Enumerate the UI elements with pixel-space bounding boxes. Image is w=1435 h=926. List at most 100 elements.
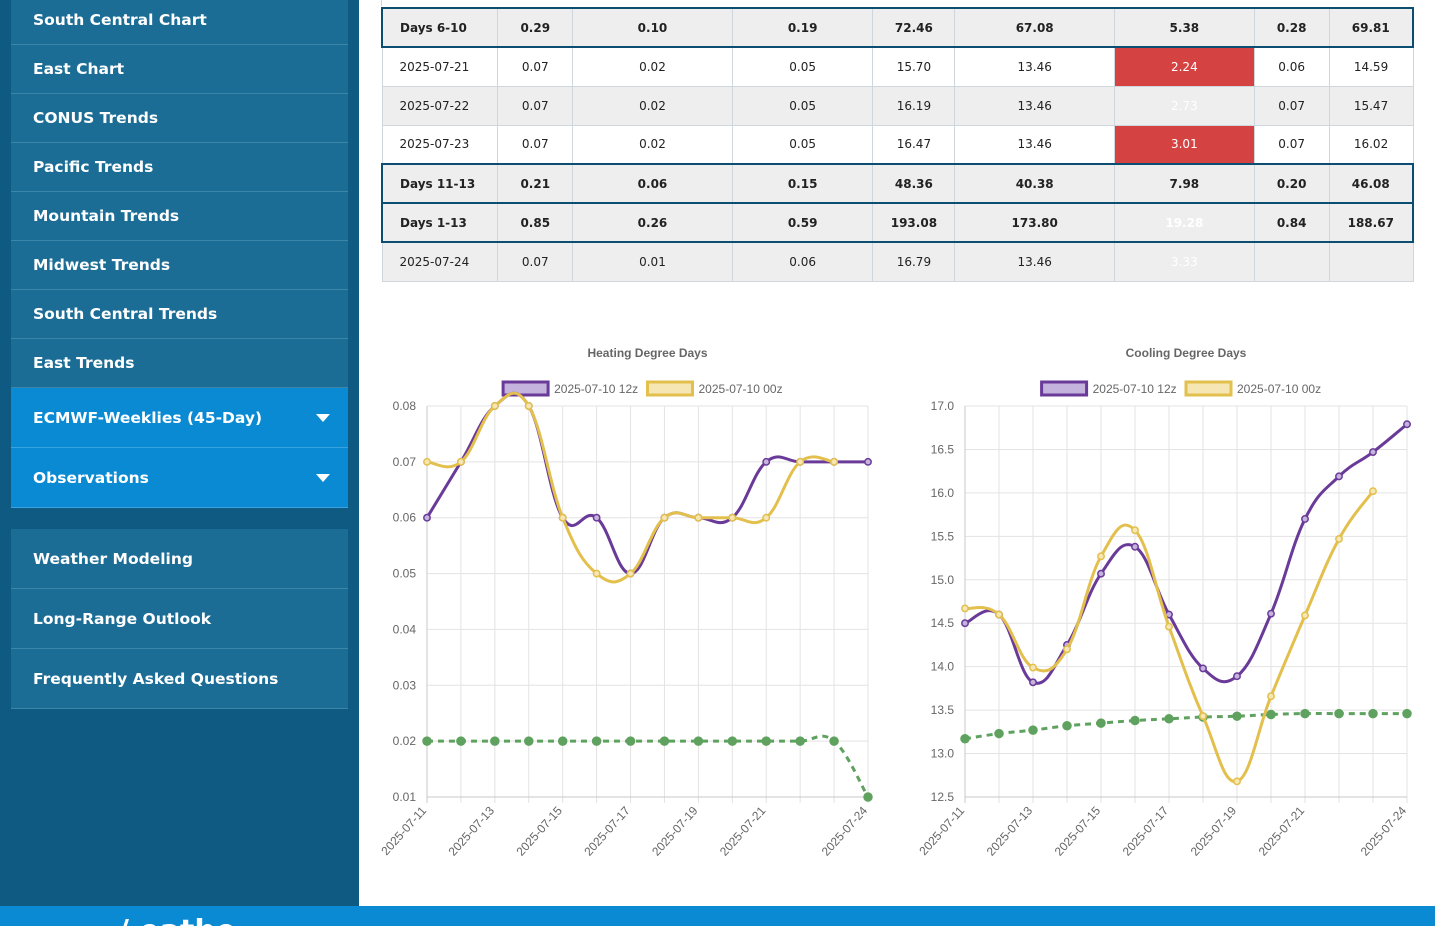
nav-item-pacific-trends[interactable]: Pacific Trends (11, 143, 348, 192)
table-cell: 0.07 (497, 85, 574, 126)
data-point (1233, 672, 1241, 681)
table-cell: 48.36 (872, 163, 956, 204)
table-row: Days 1-13 0.85 0.26 0.59 193.08 173.80 19.28 0.… (381, 202, 1414, 243)
table-cell: 13.46 (954, 124, 1115, 165)
nav-item-mountain-trends[interactable]: Mountain Trends (11, 192, 348, 241)
legend-label: 2025-07-10 12z (1093, 382, 1177, 396)
chart-title: Cooling Degree Days (1126, 346, 1247, 360)
nav-item-conus-trends[interactable]: CONUS Trends (11, 94, 348, 143)
legend-swatch (646, 380, 694, 397)
y-tick-label: 13.0 (931, 747, 955, 761)
nav-item-midwest-trends[interactable]: Midwest Trends (11, 241, 348, 290)
data-point (761, 736, 771, 746)
data-point (694, 513, 703, 522)
table-cell (1328, 241, 1414, 282)
data-point (762, 513, 771, 522)
series-line (964, 423, 1408, 685)
table-cell: 0.26 (572, 202, 733, 243)
data-point (1199, 664, 1207, 673)
data-point (1334, 708, 1344, 719)
data-point (1097, 552, 1105, 561)
data-point (456, 736, 466, 746)
table-cell: 16.79 (872, 241, 956, 282)
data-point (660, 513, 669, 522)
table-row: 2025-07-22 0.07 0.02 0.05 16.19 13.46 2.73 0.07… (381, 85, 1414, 126)
data-point (1301, 611, 1309, 620)
data-point (592, 569, 601, 578)
nav-item-observations[interactable]: Observations (11, 448, 348, 508)
table-cell: 0.07 (1253, 124, 1330, 165)
y-tick-label: 0.06 (393, 511, 417, 525)
row-label-cell: Days 1-13 (381, 202, 499, 243)
table-cell: 13.46 (954, 85, 1115, 126)
nav-group-regions: South Central Chart East Chart CONUS Tre… (11, 0, 348, 508)
table-cell: 0.29 (497, 7, 574, 48)
nav-item-east-chart[interactable]: East Chart (11, 45, 348, 94)
table-cell: 0.05 (731, 46, 874, 87)
row-label-cell: 2025-07-21 (381, 46, 499, 87)
table-cell: 2.73 (1114, 85, 1255, 126)
table-cell: 0.06 (572, 163, 733, 204)
x-tick-label: 2025-07-19 (1188, 803, 1240, 858)
data-point (490, 402, 499, 410)
data-point (796, 457, 805, 466)
nav-item-weather-modeling[interactable]: Weather Modeling (11, 529, 348, 589)
heating-degree-days-chart: Heating Degree Days 2025-07-10 12z 2025-07… (381, 346, 873, 859)
table-cell: 0.01 (572, 241, 733, 282)
chevron-down-icon (316, 474, 330, 482)
x-tick-label: 2025-07-19 (649, 803, 701, 858)
table-cell: 0.85 (497, 202, 574, 243)
data-point (795, 736, 805, 746)
table-cell: 19.28 (1114, 202, 1255, 243)
data-point (524, 402, 533, 410)
row-label-cell: 2025-07-23 (381, 124, 499, 165)
data-point (558, 513, 567, 522)
data-point (1029, 678, 1037, 687)
table-cell: 15.47 (1328, 85, 1414, 126)
footer-banner: / eathe (0, 906, 1435, 926)
row-label-cell: 2025-07-24 (381, 241, 499, 282)
table-cell: 67.08 (954, 7, 1115, 48)
table-cell: 46.08 (1328, 163, 1414, 204)
x-tick-label: 2025-07-13 (984, 803, 1036, 858)
row-label-cell: 2025-07-22 (381, 85, 499, 126)
y-tick-label: 14.0 (931, 660, 955, 674)
legend-swatch (1040, 380, 1089, 397)
y-tick-label: 0.03 (393, 678, 417, 692)
data-point (693, 736, 704, 746)
data-point (960, 734, 970, 744)
nav-item-south-central-chart[interactable]: South Central Chart (11, 0, 348, 45)
table-cell: 3.01 (1114, 124, 1255, 165)
legend-label: 2025-07-10 00z (1237, 382, 1321, 396)
table-cell: 0.21 (497, 163, 574, 204)
nav-item-long-range-outlook[interactable]: Long-Range Outlook (11, 589, 348, 649)
table-cell: 72.46 (872, 7, 956, 48)
table-cell: 193.08 (872, 202, 956, 243)
data-point (1402, 708, 1412, 719)
data-point (1335, 534, 1343, 543)
x-tick-label: 2025-07-21 (1256, 803, 1308, 858)
data-point (1097, 569, 1105, 578)
nav-item-faq[interactable]: Frequently Asked Questions (11, 649, 348, 709)
table-row: Days 6-10 0.29 0.10 0.19 72.46 67.08 5.38 0.28 6… (381, 7, 1414, 48)
table-cell: 14.59 (1328, 46, 1414, 87)
data-point (1368, 708, 1378, 719)
y-tick-label: 0.04 (393, 622, 417, 636)
table-cell: 0.05 (731, 124, 874, 165)
data-point (1232, 711, 1242, 721)
x-tick-label: 2025-07-24 (819, 803, 871, 858)
x-tick-label: 2025-07-24 (1358, 803, 1410, 858)
data-point (422, 736, 432, 746)
nav-item-south-central-trends[interactable]: South Central Trends (11, 290, 348, 339)
nav-item-east-trends[interactable]: East Trends (11, 339, 348, 388)
data-point (863, 792, 873, 802)
data-point (625, 736, 636, 746)
table-cell: 0.05 (731, 85, 874, 126)
table-top-edge (381, 0, 1414, 6)
nav-item-ecmwf-weeklies[interactable]: ECMWF-Weeklies (45-Day) (11, 388, 348, 448)
y-tick-label: 0.05 (393, 567, 417, 581)
table-cell: 15.70 (872, 46, 956, 87)
data-point (1165, 622, 1173, 631)
data-point (961, 604, 969, 613)
x-tick-label: 2025-07-11 (916, 803, 967, 858)
